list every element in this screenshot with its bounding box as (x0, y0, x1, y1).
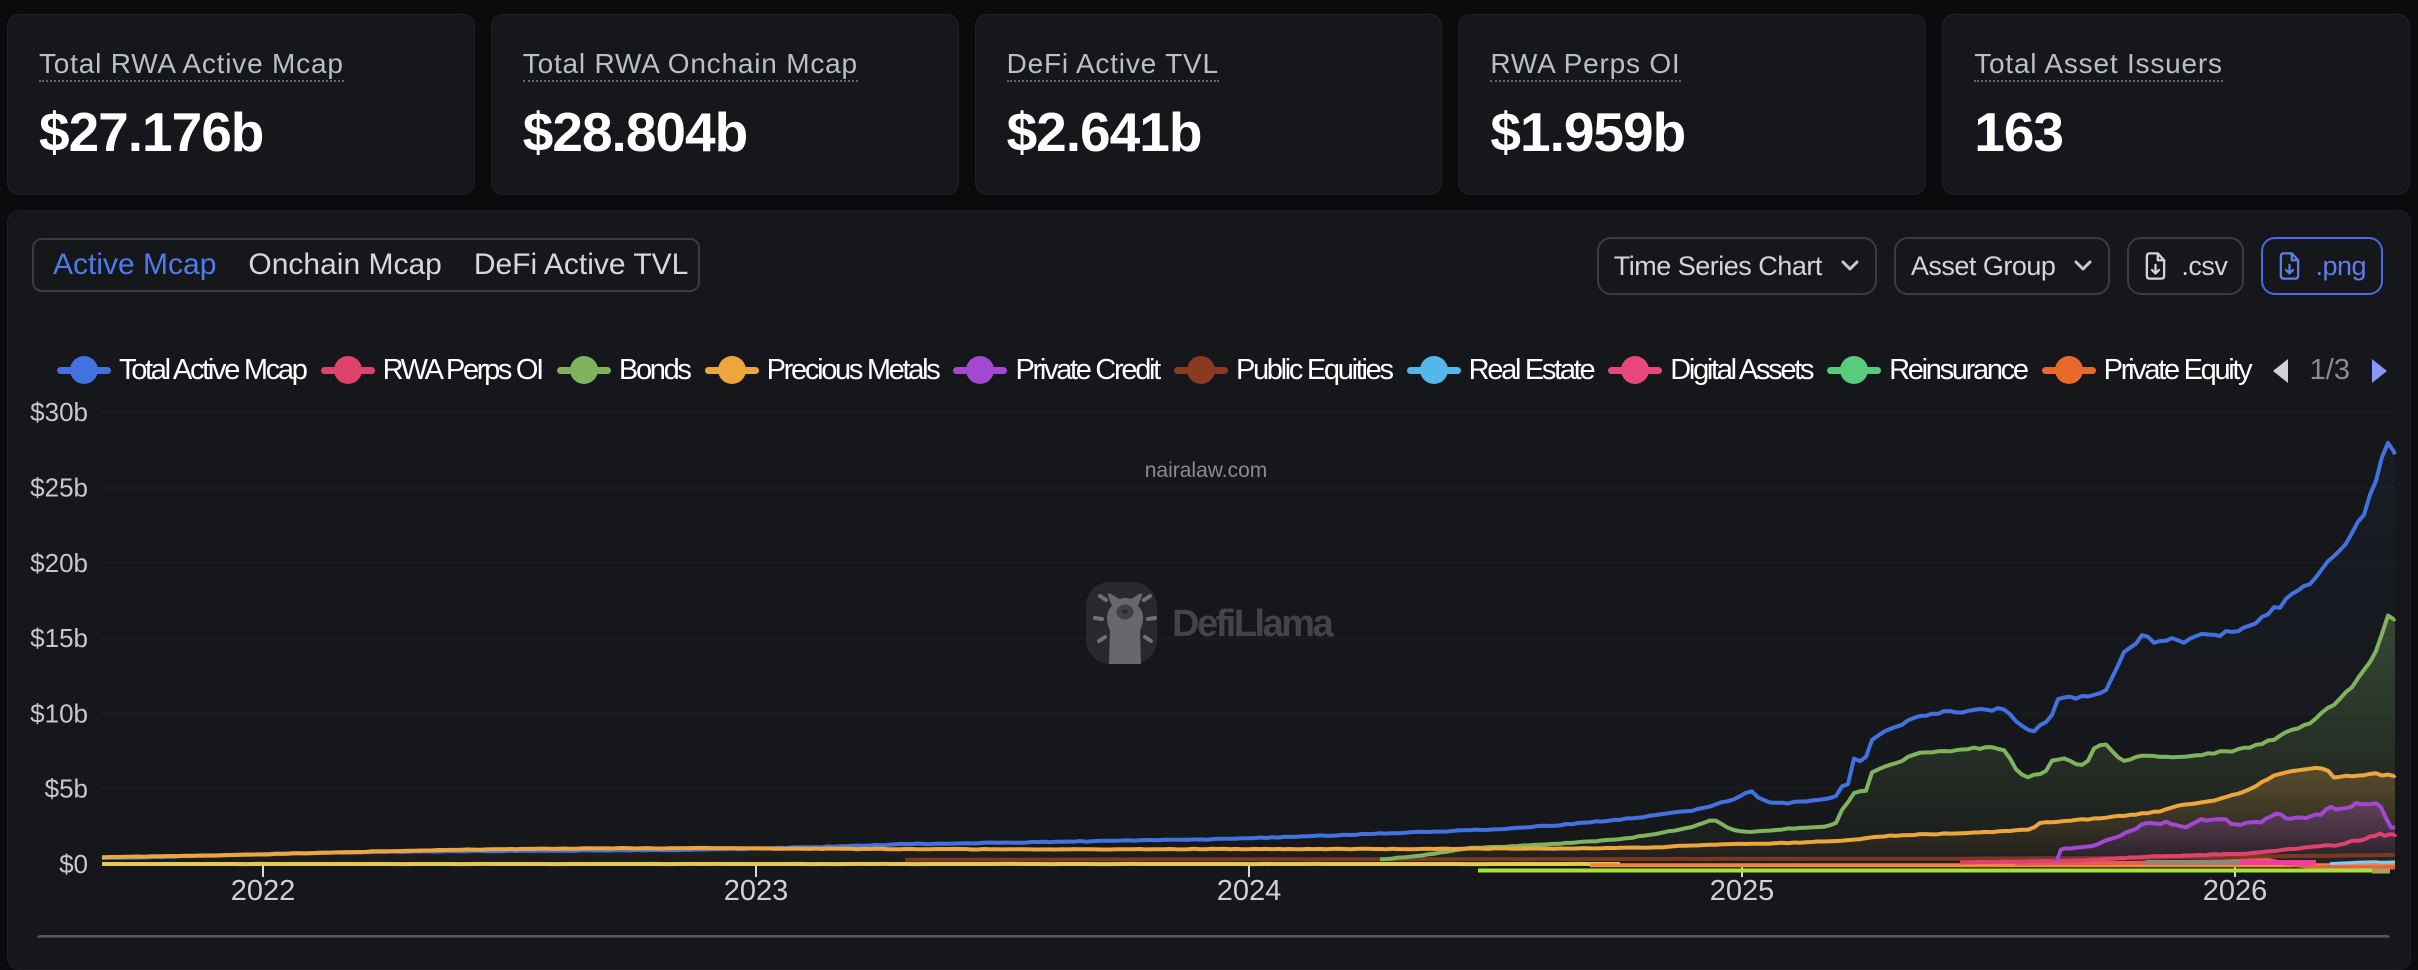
svg-text:nairalaw.com: nairalaw.com (1145, 459, 1268, 482)
svg-text:DefiLlama: DefiLlama (1172, 603, 1334, 645)
svg-text:$25b: $25b (30, 473, 88, 503)
svg-text:2026: 2026 (2203, 875, 2268, 907)
svg-text:2023: 2023 (724, 875, 789, 907)
svg-text:$10b: $10b (30, 698, 88, 728)
svg-text:2024: 2024 (1217, 875, 1282, 907)
svg-text:$15b: $15b (30, 623, 88, 653)
svg-text:$5b: $5b (45, 774, 88, 804)
svg-text:$0: $0 (59, 849, 88, 879)
svg-text:2022: 2022 (231, 875, 296, 907)
svg-text:2025: 2025 (1710, 875, 1775, 907)
svg-text:$30b: $30b (30, 397, 88, 427)
svg-text:$20b: $20b (30, 548, 88, 578)
